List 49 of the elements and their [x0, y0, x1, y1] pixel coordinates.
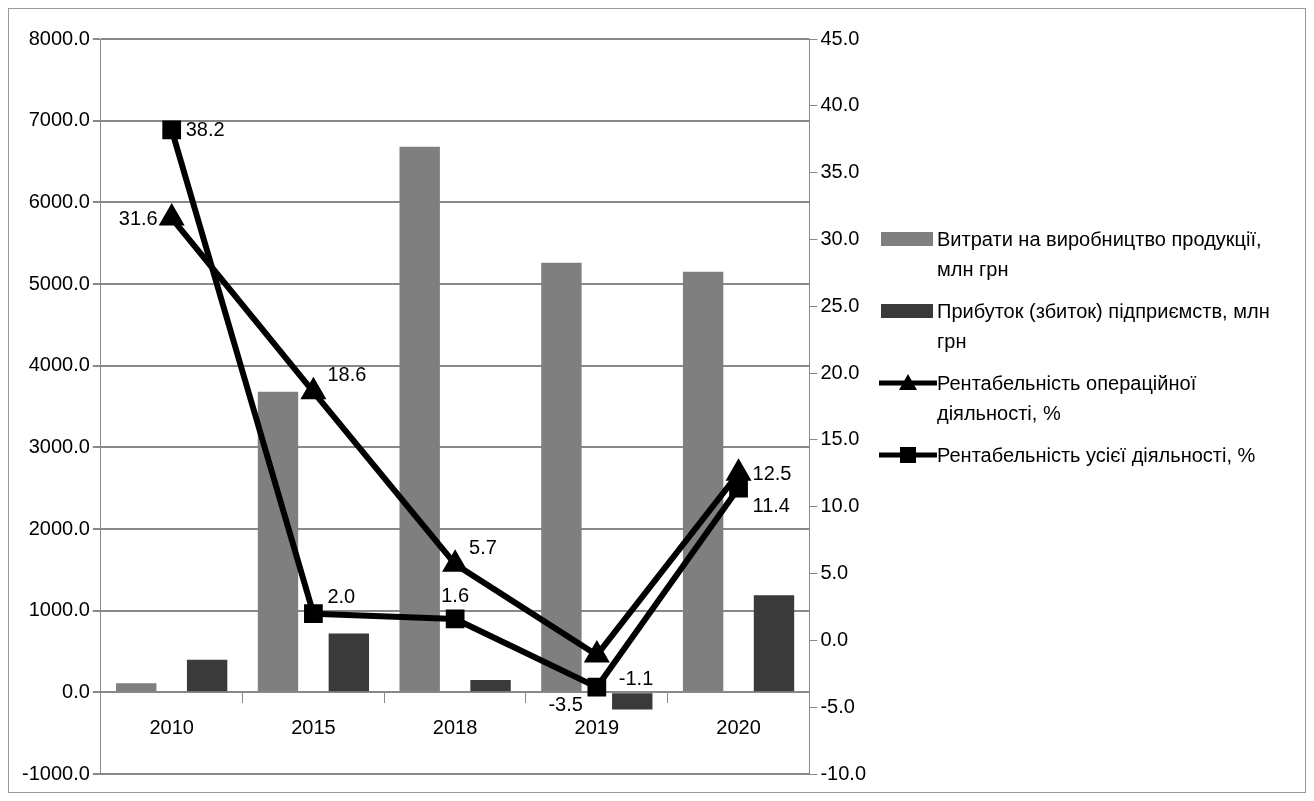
data-label: 31.6: [118, 206, 158, 229]
y2-tick-label: 30.0: [820, 226, 860, 249]
y2-tick-label: -10.0: [820, 761, 867, 784]
x-tick-label: 2015: [291, 715, 336, 738]
y2-tick-label: 20.0: [820, 360, 860, 383]
y2-tick-label: 40.0: [820, 93, 860, 116]
data-label: 18.6: [327, 363, 367, 386]
bar: [328, 633, 370, 692]
y-tick-label: 5000.0: [28, 271, 90, 294]
bar: [753, 595, 795, 692]
y2-tick-label: 35.0: [820, 160, 860, 183]
data-label: 1.6: [441, 584, 470, 607]
y2-tick-label: 10.0: [820, 494, 860, 517]
data-label: 2.0: [327, 585, 356, 608]
data-label: 38.2: [185, 118, 225, 141]
bar: [612, 693, 653, 710]
y-tick-label: 0.0: [62, 679, 90, 702]
legend-label: Прибуток (збиток) підприємств, млн грн: [937, 299, 1271, 354]
legend-label: Рентабельність усієї діяльності, %: [937, 443, 1257, 468]
point: [304, 604, 323, 623]
y-tick-label: -1000.0: [21, 761, 90, 784]
data-label: 5.7: [469, 535, 497, 558]
data-label: -1.1: [618, 666, 654, 689]
x-tick-label: 2019: [574, 715, 620, 738]
bar: [186, 659, 228, 692]
y2-tick-label: 15.0: [820, 427, 860, 450]
y-tick-label: 2000.0: [28, 516, 90, 539]
y2-tick-label: 25.0: [820, 293, 860, 316]
legend-label: Рентабельність операційної діяльності, %: [937, 371, 1198, 426]
legend-label: Витрати на виробництво продукції, млн грн: [937, 227, 1263, 282]
y-tick-label: 8000.0: [28, 26, 90, 49]
x-tick-label: 2020: [716, 715, 761, 738]
y2-tick-label: 45.0: [820, 26, 860, 49]
data-label: -3.5: [548, 692, 583, 715]
bar: [470, 680, 511, 692]
y2-tick-label: -5.0: [820, 694, 855, 717]
data-label: 12.5: [752, 461, 792, 484]
y-tick-label: 7000.0: [28, 108, 90, 131]
y2-tick-label: 5.0: [820, 561, 849, 584]
point: [587, 677, 607, 697]
y-tick-label: 6000.0: [28, 189, 90, 212]
y-tick-label: 4000.0: [28, 353, 90, 376]
x-tick-label: 2018: [432, 715, 478, 738]
point: [445, 609, 465, 629]
y-tick-label: 3000.0: [28, 434, 90, 457]
data-label: 11.4: [752, 493, 791, 516]
y2-tick-label: 0.0: [820, 627, 849, 650]
y-tick-label: 1000.0: [28, 598, 90, 621]
x-tick-label: 2010: [149, 715, 194, 738]
